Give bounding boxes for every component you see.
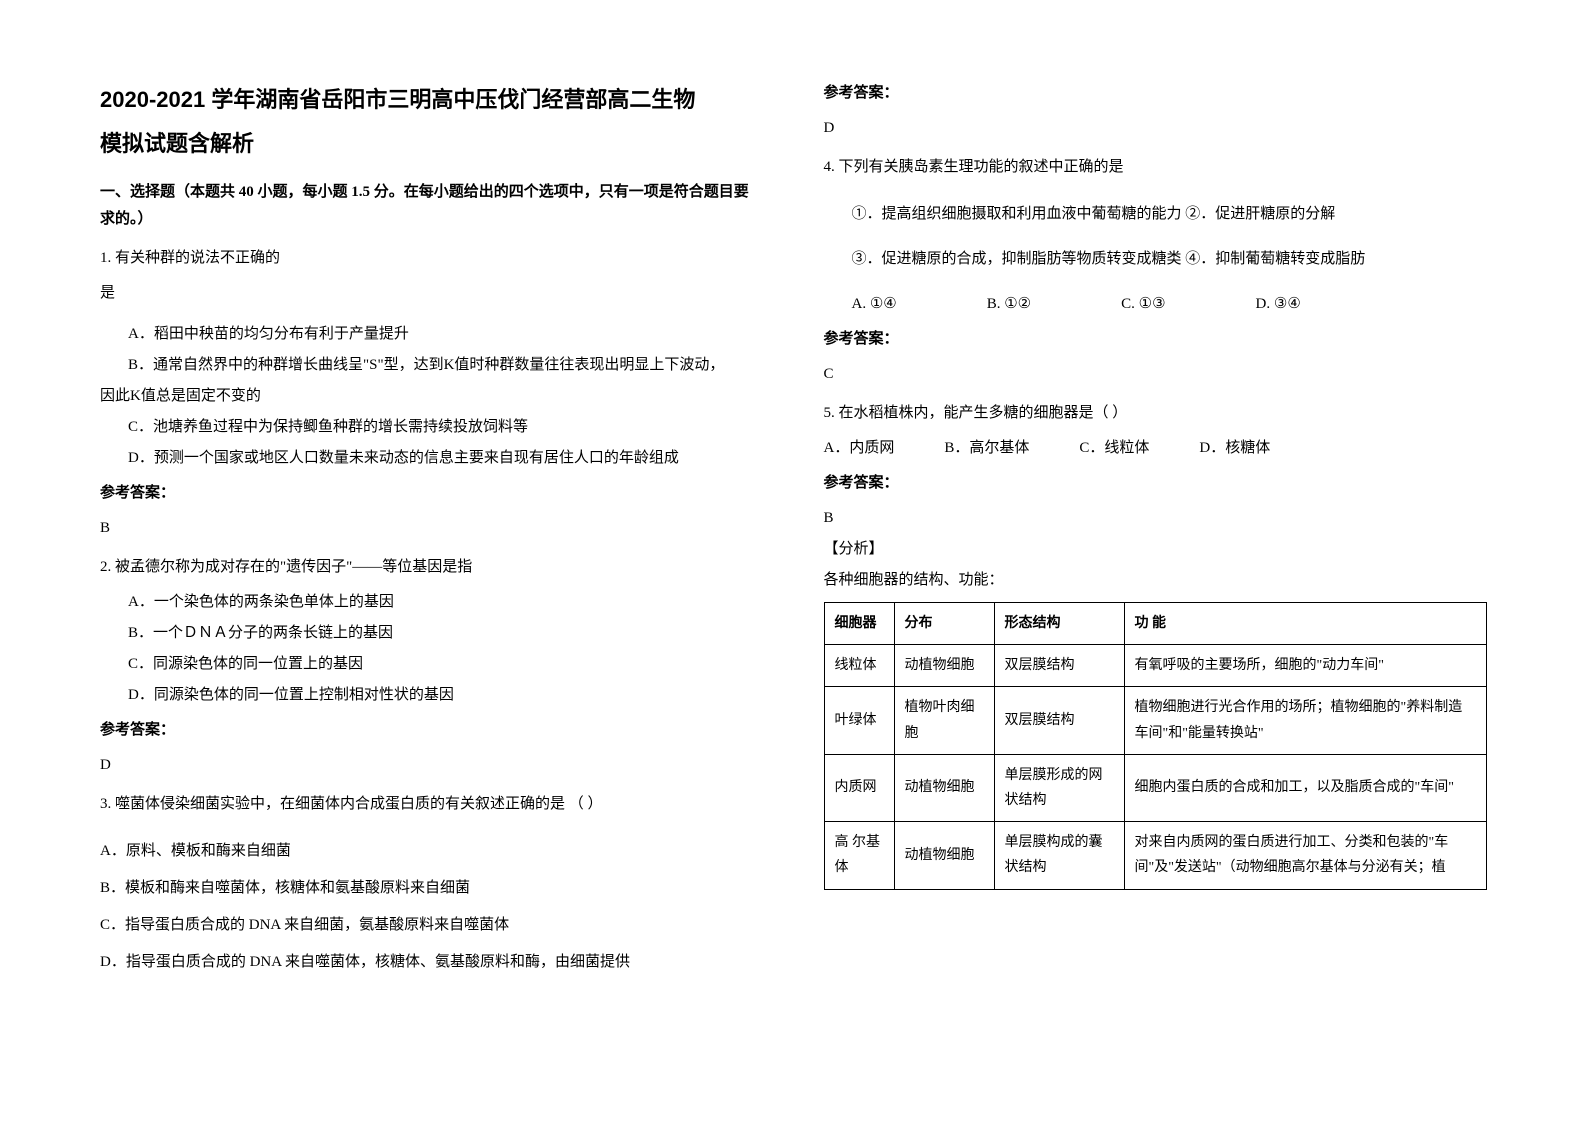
q3-option-a: A．原料、模板和酶来自细菌 [100, 838, 764, 865]
q1-stem-2: 是 [100, 280, 764, 307]
q4-option-a: A. ①④ [852, 291, 897, 318]
q4-options-row: A. ①④ B. ①② C. ①③ D. ③④ [852, 291, 1488, 318]
cell-function: 细胞内蛋白质的合成和加工，以及脂质合成的"车间" [1124, 754, 1487, 821]
q2-option-d: D．同源染色体的同一位置上控制相对性状的基因 [128, 682, 764, 709]
q5-analysis-intro: 各种细胞器的结构、功能： [824, 567, 1488, 594]
th-function: 功 能 [1124, 603, 1487, 645]
doc-title-line2: 模拟试题含解析 [100, 124, 764, 164]
left-column: 2020-2021 学年湖南省岳阳市三明高中压伐门经营部高二生物 模拟试题含解析… [100, 80, 764, 1042]
table-row: 线粒体 动植物细胞 双层膜结构 有氧呼吸的主要场所，细胞的"动力车间" [824, 645, 1487, 687]
table-header-row: 细胞器 分布 形态结构 功 能 [824, 603, 1487, 645]
q1-option-b-1: B．通常自然界中的种群增长曲线呈"S"型，达到K值时种群数量往往表现出明显上下波… [128, 352, 764, 379]
q3-answer-label: 参考答案： [824, 80, 1488, 107]
q5-option-c: C．线粒体 [1079, 435, 1149, 462]
cell-distribution: 动植物细胞 [894, 754, 994, 821]
th-organelle: 细胞器 [824, 603, 894, 645]
right-column: 参考答案： D 4. 下列有关胰岛素生理功能的叙述中正确的是 ①．提高组织细胞摄… [824, 80, 1488, 1042]
q1-option-d: D．预测一个国家或地区人口数量未来动态的信息主要来自现有居住人口的年龄组成 [128, 445, 764, 472]
q4-option-b: B. ①② [987, 291, 1031, 318]
q2-answer-label: 参考答案： [100, 717, 764, 744]
q5-option-a: A．内质网 [824, 435, 895, 462]
organelle-table: 细胞器 分布 形态结构 功 能 线粒体 动植物细胞 双层膜结构 有氧呼吸的主要场… [824, 602, 1488, 890]
q1-answer: B [100, 515, 764, 542]
exam-page: 2020-2021 学年湖南省岳阳市三明高中压伐门经营部高二生物 模拟试题含解析… [100, 80, 1487, 1042]
q5-analysis-label: 【分析】 [824, 536, 1488, 563]
table-row: 叶绿体 植物叶肉细胞 双层膜结构 植物细胞进行光合作用的场所；植物细胞的"养料制… [824, 687, 1487, 754]
q4-option-c: C. ①③ [1121, 291, 1165, 318]
cell-structure: 双层膜结构 [994, 645, 1124, 687]
cell-distribution: 动植物细胞 [894, 822, 994, 889]
cell-organelle: 内质网 [824, 754, 894, 821]
cell-structure: 双层膜结构 [994, 687, 1124, 754]
cell-distribution: 植物叶肉细胞 [894, 687, 994, 754]
cell-organelle: 线粒体 [824, 645, 894, 687]
q2-option-a: A．一个染色体的两条染色单体上的基因 [128, 589, 764, 616]
q3-stem: 3. 噬菌体侵染细菌实验中，在细菌体内合成蛋白质的有关叙述正确的是 （ ） [100, 791, 764, 818]
q1-option-b-2: 因此K值总是固定不变的 [100, 383, 764, 410]
q2-stem: 2. 被孟德尔称为成对存在的"遗传因子"——等位基因是指 [100, 554, 764, 581]
q5-answer-label: 参考答案： [824, 470, 1488, 497]
q1-stem-1: 1. 有关种群的说法不正确的 [100, 245, 764, 272]
section-header: 一、选择题（本题共 40 小题，每小题 1.5 分。在每小题给出的四个选项中，只… [100, 179, 764, 233]
th-structure: 形态结构 [994, 603, 1124, 645]
q1-answer-label: 参考答案： [100, 480, 764, 507]
q3-answer: D [824, 115, 1488, 142]
q4-sub2: ③．促进糖原的合成，抑制脂肪等物质转变成糖类 ④．抑制葡萄糖转变成脂肪 [852, 246, 1488, 273]
q4-sub1: ①．提高组织细胞摄取和利用血液中葡萄糖的能力 ②．促进肝糖原的分解 [852, 201, 1488, 228]
q2-option-b: B．一个ＤＮＡ分子的两条长链上的基因 [128, 620, 764, 647]
doc-title-line1: 2020-2021 学年湖南省岳阳市三明高中压伐门经营部高二生物 [100, 80, 764, 120]
table-row: 高 尔基体 动植物细胞 单层膜构成的囊状结构 对来自内质网的蛋白质进行加工、分类… [824, 822, 1487, 889]
q4-option-d: D. ③④ [1256, 291, 1301, 318]
q5-stem: 5. 在水稻植株内，能产生多糖的细胞器是（ ） [824, 400, 1488, 427]
q1-option-a: A．稻田中秧苗的均匀分布有利于产量提升 [128, 321, 764, 348]
q2-answer: D [100, 752, 764, 779]
th-distribution: 分布 [894, 603, 994, 645]
q3-option-c: C．指导蛋白质合成的 DNA 来自细菌，氨基酸原料来自噬菌体 [100, 912, 764, 939]
cell-structure: 单层膜形成的网状结构 [994, 754, 1124, 821]
table-row: 内质网 动植物细胞 单层膜形成的网状结构 细胞内蛋白质的合成和加工，以及脂质合成… [824, 754, 1487, 821]
cell-function: 有氧呼吸的主要场所，细胞的"动力车间" [1124, 645, 1487, 687]
q3-option-d: D．指导蛋白质合成的 DNA 来自噬菌体，核糖体、氨基酸原料和酶，由细菌提供 [100, 949, 764, 976]
cell-function: 对来自内质网的蛋白质进行加工、分类和包装的"车间"及"发送站"（动物细胞高尔基体… [1124, 822, 1487, 889]
q4-answer: C [824, 361, 1488, 388]
q4-answer-label: 参考答案： [824, 326, 1488, 353]
cell-function: 植物细胞进行光合作用的场所；植物细胞的"养料制造车间"和"能量转换站" [1124, 687, 1487, 754]
q4-stem: 4. 下列有关胰岛素生理功能的叙述中正确的是 [824, 154, 1488, 181]
cell-organelle: 高 尔基体 [824, 822, 894, 889]
cell-distribution: 动植物细胞 [894, 645, 994, 687]
cell-structure: 单层膜构成的囊状结构 [994, 822, 1124, 889]
q5-answer: B [824, 505, 1488, 532]
q3-option-b: B．模板和酶来自噬菌体，核糖体和氨基酸原料来自细菌 [100, 875, 764, 902]
cell-organelle: 叶绿体 [824, 687, 894, 754]
q2-option-c: C．同源染色体的同一位置上的基因 [128, 651, 764, 678]
q1-option-c: C．池塘养鱼过程中为保持鲫鱼种群的增长需持续投放饲料等 [128, 414, 764, 441]
q5-option-d: D．核糖体 [1199, 435, 1270, 462]
q5-option-b: B．高尔基体 [944, 435, 1029, 462]
q5-options-row: A．内质网 B．高尔基体 C．线粒体 D．核糖体 [824, 435, 1488, 462]
